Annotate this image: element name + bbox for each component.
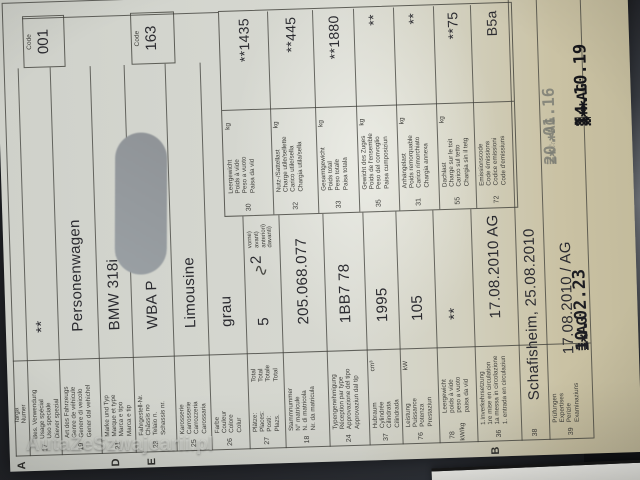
field-value: ** <box>365 13 382 26</box>
field-value: ** <box>405 12 422 25</box>
field-label: Karosserie Carrosserie Carrozzeria Caros… <box>178 401 208 435</box>
field-value: Personenwagen <box>65 219 87 332</box>
field-value: grau <box>217 295 236 328</box>
field-label: Fahrgestell-Nr. Châssis no Telaio n. Sch… <box>136 394 167 436</box>
field-value: BMW 318i <box>104 258 124 331</box>
inspection-stamp-2016: 20.01.16 ≣✱☆✱AG <box>539 87 560 165</box>
field-label-total: Total Total Totale Total <box>250 364 280 383</box>
field-value: 5 <box>255 316 273 327</box>
field-number: 55 <box>453 196 462 205</box>
field-label: Art des Fahrzeugs Genre de véhicule Gene… <box>62 384 93 439</box>
field-number: 30 <box>245 203 253 212</box>
field-value: Limousine <box>179 256 199 329</box>
field-label: Leistung Puissance Potenza Prestaziun <box>404 396 434 428</box>
field-label: Anhängelast Poids remorquable Carico rim… <box>400 135 431 189</box>
field-number: 36 <box>495 429 503 438</box>
field-32-payload: 32 Nutz-/Sattellast Charge utile/sellett… <box>266 10 320 215</box>
field-label: Nutz-/Sattellast Charge utile/sellette C… <box>274 136 305 193</box>
stamp-date: 10.02.23 <box>569 268 594 352</box>
stamp-date: 20.01.16 <box>538 87 560 165</box>
code-box-163: Code 163 <box>129 11 176 65</box>
field-number: 39 <box>567 427 575 436</box>
underlying-paper-edge <box>431 459 640 480</box>
field-30-empty-weight: 30 Leergewicht Poids à vide Peso a vuoto… <box>219 11 275 216</box>
field-label: Stammnummer N° matricule N. di matricola… <box>286 386 317 432</box>
field-number: 27 <box>263 436 272 445</box>
field-value: 105 <box>407 294 426 322</box>
field-unit: kg <box>358 118 366 126</box>
field-unit: kg <box>438 116 446 124</box>
code-box-label: Code <box>25 34 34 50</box>
field-unit: kg <box>317 119 325 127</box>
field-unit: cm³ <box>369 360 377 372</box>
field-number: 24 <box>345 434 354 443</box>
field-72-emissions-code: 72 Emissionscode Code émissions Codice e… <box>470 4 517 208</box>
code-box-value: 001 <box>34 28 53 55</box>
field-value: 1BB7 78 <box>335 263 355 324</box>
photo-watermark: AutaZeSzwajcarii.pl <box>26 434 214 455</box>
inspection-stamp-2019: 14.10.19 ▓✱✱AG <box>570 43 593 125</box>
field-label: Typengenehmigung Réception par type Appr… <box>330 368 361 430</box>
field-value: Schafisheim, 25.08.2010 <box>520 228 543 401</box>
field-number: 76 <box>417 431 425 440</box>
field-unit: kg <box>224 122 232 130</box>
front-seats-label: vorne) avant) anteriori) davanti) <box>246 223 274 249</box>
field-label: Leergewicht Poids à vide Peso a vuoto Pa… <box>226 156 257 194</box>
field-label: Bes. Verwendung Usage spécial Uso specia… <box>30 389 61 440</box>
field-value: **1880 <box>324 15 343 60</box>
section-marker-d: D <box>109 458 123 467</box>
field-label: Gewicht des Zuges Poids de l'ensemble Pe… <box>359 133 391 190</box>
field-value: **1435 <box>235 18 253 63</box>
field-number: 33 <box>334 200 343 209</box>
field-unit: kW/kg <box>458 422 467 441</box>
section-marker-a: A <box>16 461 29 470</box>
field-unit: kg <box>398 117 406 125</box>
field-number: 72 <box>492 195 501 204</box>
field-label: Prüfungen Expertises Perizie Examinaziun… <box>551 382 581 423</box>
field-value: **445 <box>281 16 299 53</box>
section-marker-b: B <box>489 446 503 455</box>
field-unit: kW <box>402 360 410 371</box>
field-label: Farbe Couleur Colore Colur <box>213 410 243 434</box>
code-box-001: Code 001 <box>22 14 66 69</box>
field-value: 1995 <box>372 287 391 323</box>
field-number: 37 <box>382 433 390 442</box>
field-value: B5a <box>482 10 500 37</box>
field-number: 18 <box>303 435 312 444</box>
front-seats-value: 2 <box>247 255 265 265</box>
field-label: Leergewicht poids à vide peso a vuoto pa… <box>440 376 471 414</box>
field-label: Gesamtgewicht Poids total Peso totale Pa… <box>319 147 350 191</box>
stamp-date: 14.10.19 <box>570 43 593 126</box>
field-label: Plätze: Places: Posti: Plazs. <box>251 411 281 433</box>
field-value: ** <box>33 320 51 334</box>
field-number: 38 <box>531 428 539 437</box>
field-value: 17.08.2010 AG <box>483 214 505 319</box>
inspection-stamp-2023: 10.02.23 ≣✱AG <box>569 268 593 351</box>
field-label: Dachlast Charge sur le toit Carico sul t… <box>440 137 471 188</box>
field-value: 205.068.077 <box>292 237 313 325</box>
field-label: 1.Inverkehrsetzung 1re mise en circulati… <box>478 355 509 426</box>
field-number: 31 <box>415 197 423 206</box>
code-box-label: Code <box>133 30 142 47</box>
field-label: Emissionscode Code émissions Codice emis… <box>477 135 508 186</box>
field-number: 32 <box>291 201 300 210</box>
field-number: 78 <box>449 430 457 439</box>
redaction-blob <box>114 132 168 275</box>
code-box-value: 163 <box>142 25 161 51</box>
field-number: 26 <box>226 437 235 446</box>
field-number: 35 <box>375 199 383 208</box>
field-label: Targa Numer <box>13 404 29 424</box>
field-value: **75 <box>443 11 461 40</box>
field-value: WBA P <box>142 280 161 330</box>
field-unit: kg <box>272 121 280 129</box>
field-value: ** <box>445 307 464 321</box>
field-label: Hubraum Cylindrée Cilindrata Cilindrada <box>371 399 401 429</box>
field-label: Marke und Typ Marque et type Marca e tip… <box>102 394 133 437</box>
weights-table: 30 Leergewicht Poids à vide Peso a vuoto… <box>217 1 519 217</box>
